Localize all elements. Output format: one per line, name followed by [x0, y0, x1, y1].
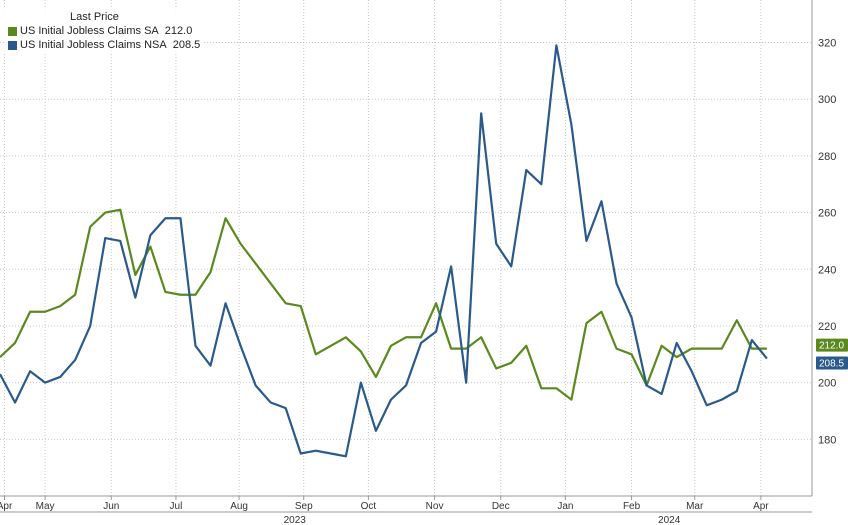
x-tick-label: Sep [295, 501, 313, 512]
y-tick-label: 320 [818, 38, 836, 50]
x-year-label: 2023 [284, 515, 307, 525]
x-tick-label: Jun [103, 501, 119, 512]
legend-label-sa: US Initial Jobless Claims SA [20, 25, 159, 37]
y-tick-label: 220 [818, 321, 836, 333]
end-label-box [816, 338, 848, 352]
legend-item-nsa: US Initial Jobless Claims NSA 208.5 [8, 38, 200, 52]
legend-swatch-nsa [8, 40, 17, 50]
end-labels: 212.0 208.5 [816, 338, 848, 370]
x-tick-label: Apr [753, 501, 769, 512]
y-tick-label: 240 [818, 264, 836, 276]
x-tick-label: Feb [623, 501, 641, 512]
end-label-box [816, 356, 848, 370]
x-tick-label: Dec [492, 501, 510, 512]
x-year-label: 2024 [658, 515, 681, 525]
x-axis-ticks: Apr May Jun Jul Aug Sep Oct Nov Dec Jan Feb Mar Apr 2… [0, 496, 769, 525]
x-tick-label: May [36, 501, 55, 512]
y-tick-label: 180 [818, 434, 836, 446]
legend-label-nsa: US Initial Jobless Claims NSA [20, 39, 167, 51]
x-tick-label: Apr [0, 501, 13, 512]
series-line-sa [0, 208, 767, 401]
y-tick-label: 280 [818, 151, 836, 163]
legend-value-nsa: 208.5 [172, 39, 201, 51]
x-tick-label: Aug [230, 501, 248, 512]
legend-header: Last Price [70, 11, 119, 23]
series-layer [0, 44, 768, 458]
y-axis-ticks: 180 200 220 240 260 280 300 320 [818, 38, 836, 447]
y-tick-label: 260 [818, 208, 836, 220]
x-tick-label: Mar [686, 501, 704, 512]
y-tick-label: 200 [818, 378, 836, 390]
x-tick-label: Jul [170, 501, 183, 512]
x-tick-label: Nov [426, 501, 444, 512]
legend-value-sa: 212.0 [164, 25, 193, 37]
x-tick-label: Oct [361, 501, 377, 512]
x-tick-label: Jan [557, 501, 573, 512]
legend: Last Price US Initial Jobless Claims SA … [4, 8, 205, 54]
series-line-nsa [0, 44, 768, 458]
legend-item-sa: US Initial Jobless Claims SA 212.0 [8, 24, 200, 38]
end-label-value: 212.0 [819, 341, 844, 352]
end-label-value: 208.5 [819, 359, 844, 370]
legend-swatch-sa [8, 26, 17, 36]
y-tick-label: 300 [818, 94, 836, 106]
